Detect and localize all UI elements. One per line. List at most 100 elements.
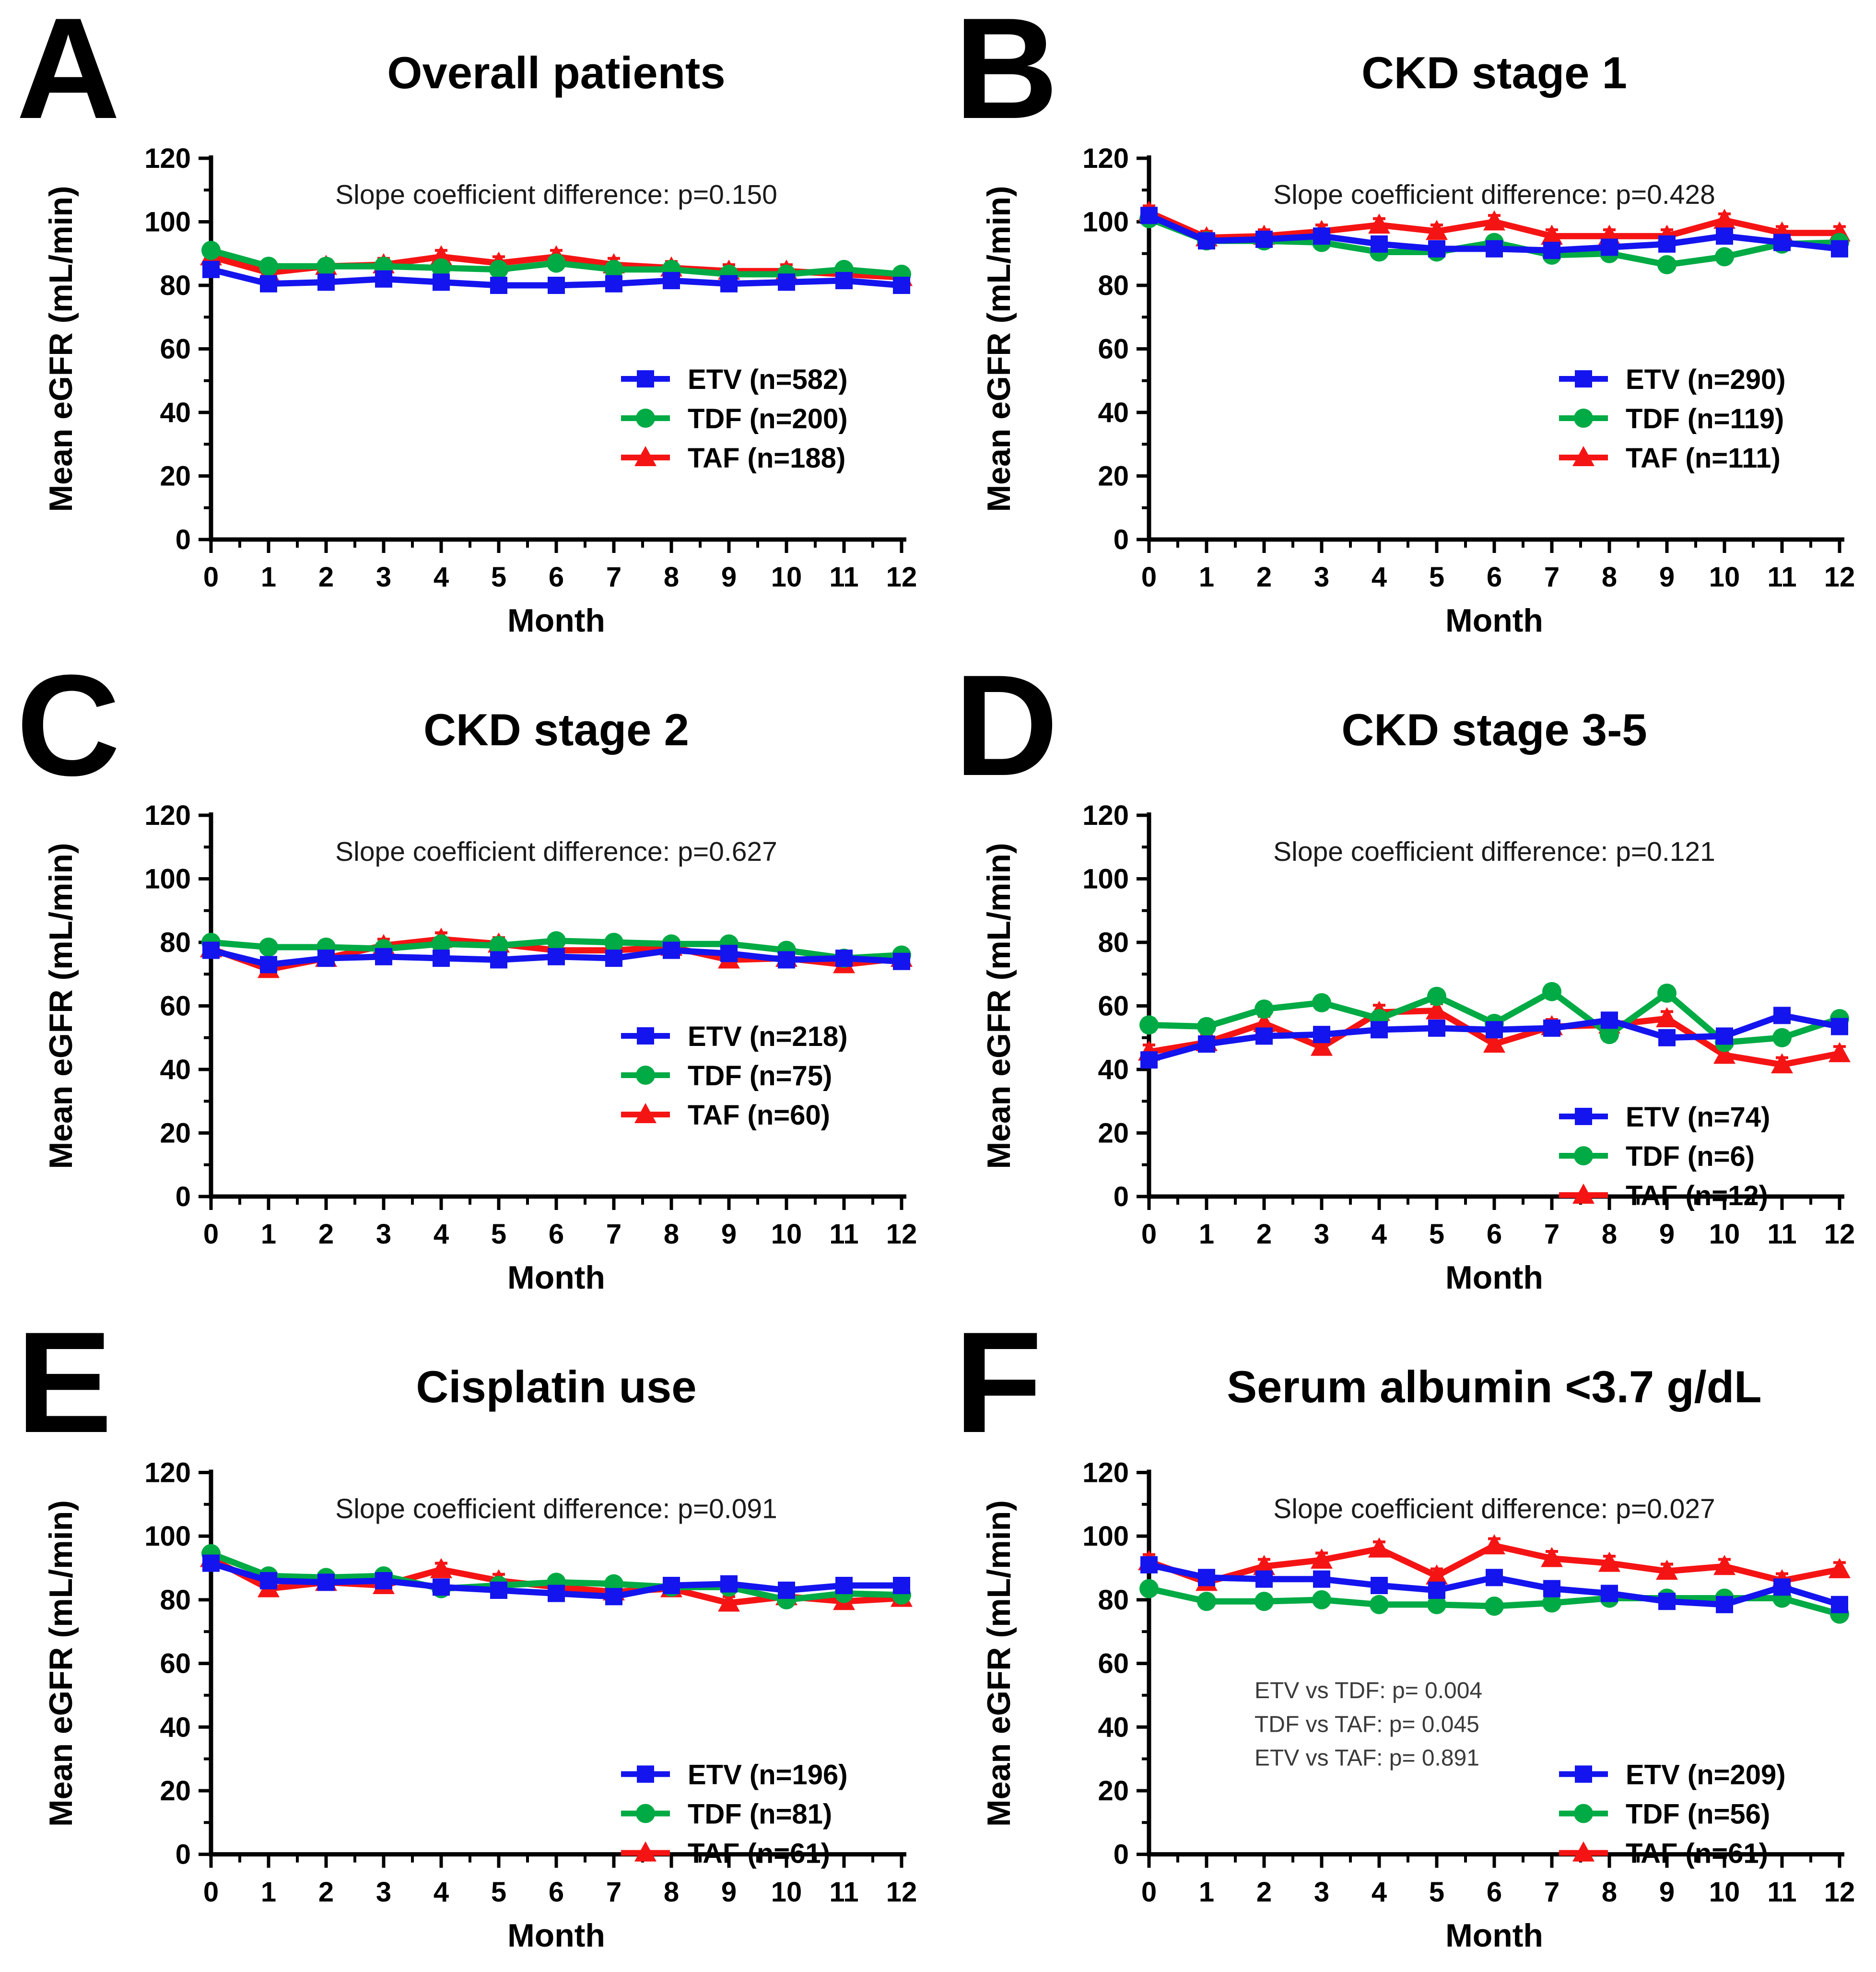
svg-text:0: 0 [203,562,219,593]
svg-text:80: 80 [1098,1585,1129,1616]
y-axis-title: Mean eGFR (mL/min) [43,1500,79,1827]
svg-text:7: 7 [606,562,621,593]
svg-text:3: 3 [1314,1219,1329,1250]
svg-text:12: 12 [886,1219,917,1250]
svg-text:40: 40 [160,1712,191,1743]
axes [209,155,906,542]
legend-label-ETV: ETV (n=290) [1626,364,1786,395]
x-axis-ticks: 0 1 2 3 4 5 6 7 8 9 10 11 12 [1141,1197,1855,1250]
legend-item-ETV: ETV (n=290) [1559,364,1786,395]
svg-text:11: 11 [1767,562,1796,593]
svg-text:7: 7 [606,1877,621,1908]
legend-item-TDF: TDF (n=6) [1559,1141,1755,1172]
y-axis-title: Mean eGFR (mL/min) [981,843,1017,1169]
y-axis-title: Mean eGFR (mL/min) [43,186,79,512]
panel-f: F Serum albumin <3.7 g/dL 0 20 40 60 80 100 12… [938,1314,1876,1972]
svg-text:7: 7 [1544,562,1559,593]
legend-item-TDF: TDF (n=56) [1559,1799,1770,1830]
svg-text:6: 6 [1487,1877,1502,1908]
pairwise-pvalue-notes: ETV vs TDF: p= 0.004 TDF vs TAF: p= 0.045… [1255,1678,1482,1771]
svg-text:5: 5 [491,1877,506,1908]
svg-text:11: 11 [1767,1219,1796,1250]
svg-text:40: 40 [160,397,191,428]
legend-label-TAF: TAF (n=60) [688,1100,830,1131]
svg-text:4: 4 [1372,562,1387,593]
legend-item-ETV: ETV (n=196) [621,1759,848,1790]
svg-text:9: 9 [721,562,737,593]
svg-text:6: 6 [549,1219,564,1250]
svg-text:120: 120 [144,1457,191,1488]
svg-text:100: 100 [1082,207,1129,238]
legend: ETV (n=196) TDF (n=81) TAF (n=61) [621,1759,848,1869]
panel-a-title: Overall patients [387,47,726,98]
svg-text:4: 4 [1372,1877,1387,1908]
svg-text:7: 7 [1544,1877,1559,1908]
svg-text:40: 40 [1098,1054,1129,1085]
svg-text:4: 4 [434,1219,449,1250]
svg-text:100: 100 [144,1521,191,1552]
svg-text:20: 20 [1098,1775,1129,1807]
svg-text:100: 100 [144,207,191,238]
svg-text:40: 40 [1098,397,1129,428]
svg-text:2: 2 [318,1219,334,1250]
panel-b-title: CKD stage 1 [1361,47,1627,98]
slope-annotation: Slope coefficient difference: p=0.150 [335,179,777,210]
svg-text:20: 20 [1098,1118,1129,1149]
svg-text:1: 1 [1199,1877,1214,1908]
svg-text:7: 7 [606,1219,621,1250]
svg-text:2: 2 [1256,562,1272,593]
svg-text:4: 4 [434,562,449,593]
svg-text:120: 120 [144,800,191,831]
legend-label-ETV: ETV (n=196) [688,1759,848,1790]
svg-text:8: 8 [1602,1219,1617,1250]
svg-text:5: 5 [491,562,506,593]
svg-text:6: 6 [549,1877,564,1908]
svg-text:9: 9 [1659,1877,1675,1908]
legend-item-TAF: TAF (n=188) [621,443,845,474]
svg-text:5: 5 [1429,1219,1444,1250]
svg-text:80: 80 [1098,270,1129,301]
y-axis-ticks: 0 20 40 60 80 100 120 [1082,1457,1149,1870]
svg-text:ETV vs TAF: p= 0.891: ETV vs TAF: p= 0.891 [1255,1745,1479,1771]
legend-label-ETV: ETV (n=218) [688,1021,848,1052]
svg-text:11: 11 [829,562,858,593]
x-axis-title: Month [1445,1917,1543,1954]
legend: ETV (n=218) TDF (n=75) TAF (n=60) [621,1021,848,1131]
legend-item-TDF: TDF (n=200) [621,403,848,434]
svg-text:9: 9 [1659,1219,1675,1250]
svg-text:5: 5 [1429,1877,1444,1908]
svg-text:60: 60 [1098,334,1129,365]
svg-text:0: 0 [1114,524,1129,555]
svg-text:TDF vs TAF: p= 0.045: TDF vs TAF: p= 0.045 [1255,1712,1479,1737]
svg-text:8: 8 [664,562,679,593]
svg-text:0: 0 [1114,1181,1129,1212]
slope-annotation: Slope coefficient difference: p=0.121 [1273,836,1715,867]
panel-e: E Cisplatin use 0 20 40 60 80 100 120 0 1 2 3 4 5 6 7 8… [0,1314,938,1972]
legend-label-TDF: TDF (n=75) [688,1060,832,1092]
svg-text:120: 120 [1082,1457,1129,1488]
series-ETV [1140,207,1848,259]
x-axis-title: Month [1445,602,1543,639]
legend-label-ETV: ETV (n=209) [1626,1759,1786,1790]
svg-text:6: 6 [1487,562,1502,593]
legend-item-ETV: ETV (n=218) [621,1021,848,1052]
svg-text:0: 0 [176,1839,191,1870]
y-axis-ticks: 0 20 40 60 80 100 120 [144,800,211,1212]
svg-text:120: 120 [1082,800,1129,831]
svg-text:10: 10 [771,1219,802,1250]
legend-label-TAF: TAF (n=12) [1626,1180,1768,1211]
legend-label-TAF: TAF (n=188) [688,443,845,474]
svg-text:1: 1 [1199,1219,1214,1250]
svg-text:3: 3 [376,562,391,593]
legend-label-TAF: TAF (n=111) [1626,443,1781,474]
y-axis-ticks: 0 20 40 60 80 100 120 [1082,800,1149,1212]
svg-text:8: 8 [664,1219,679,1250]
svg-text:0: 0 [203,1877,219,1908]
svg-text:12: 12 [1824,1219,1855,1250]
legend-label-TDF: TDF (n=6) [1626,1141,1755,1172]
panel-c-letter: C [16,657,120,806]
y-axis-ticks: 0 20 40 60 80 100 120 [144,143,211,555]
